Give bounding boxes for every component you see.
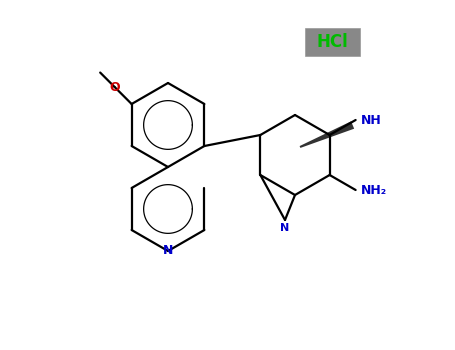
Text: NH: NH <box>361 113 381 126</box>
Text: N: N <box>163 245 173 258</box>
Polygon shape <box>299 121 354 148</box>
Text: HCl: HCl <box>316 33 348 51</box>
Text: O: O <box>109 80 120 93</box>
Text: N: N <box>280 223 290 233</box>
Text: NH₂: NH₂ <box>361 183 387 196</box>
FancyBboxPatch shape <box>304 28 359 56</box>
